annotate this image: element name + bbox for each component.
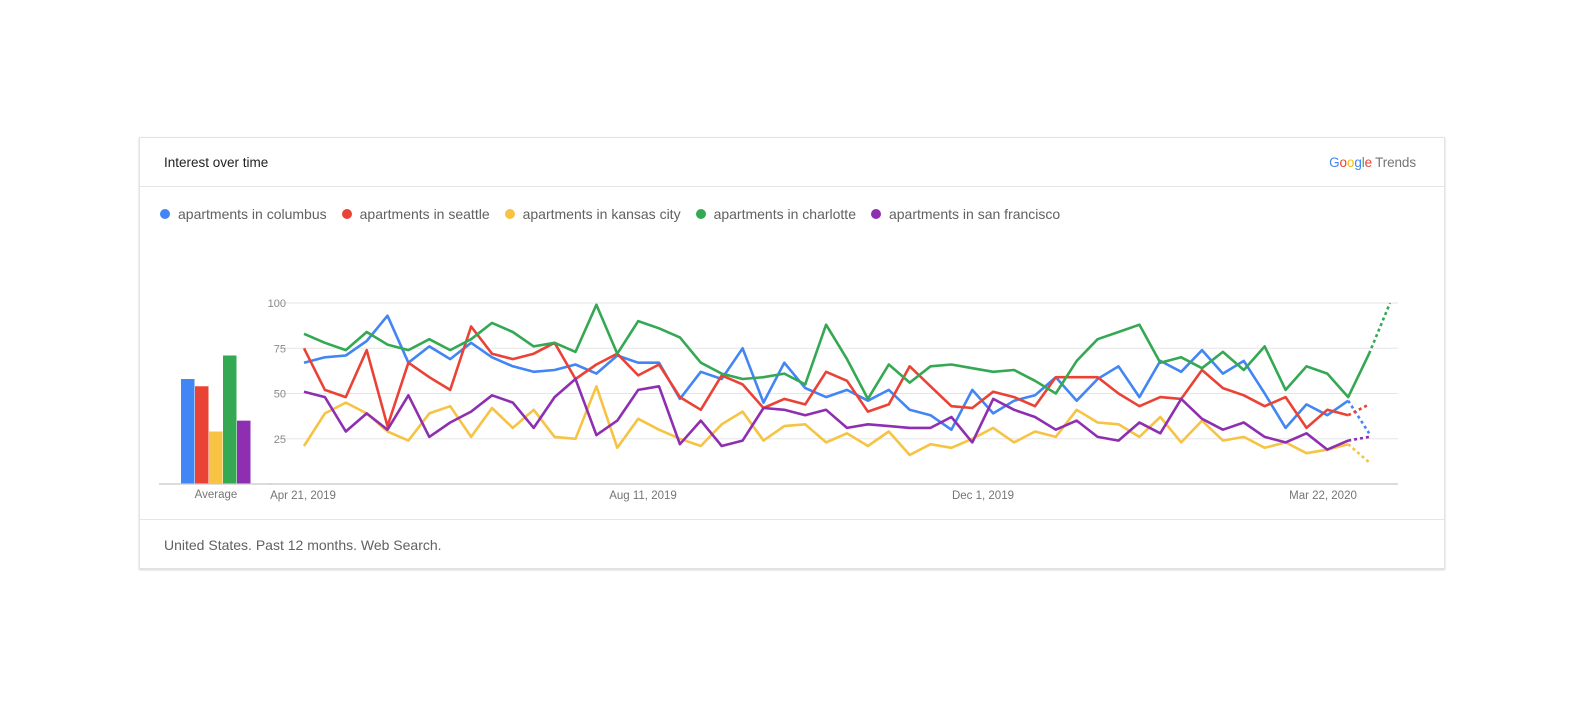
y-tick-label: 100	[268, 298, 286, 310]
card-title: Interest over time	[164, 155, 269, 170]
x-tick-label: Apr 21, 2019	[270, 490, 336, 502]
y-tick-label: 75	[274, 343, 286, 355]
legend-dot-icon	[870, 209, 881, 219]
legend-dot-icon	[504, 209, 515, 219]
legend-label: apartments in columbus	[178, 206, 327, 222]
series-line-1	[302, 325, 1349, 430]
legend-item-4[interactable]: apartments in san francisco	[870, 206, 1061, 222]
legend-item-0[interactable]: apartments in columbus	[160, 206, 327, 222]
series-partial-1	[1347, 403, 1370, 417]
average-bar-3	[223, 355, 237, 484]
chart-legend: apartments in columbus apartments in seat…	[160, 204, 1075, 224]
x-tick-label: Mar 22, 2020	[1289, 490, 1357, 502]
series-line-4	[303, 377, 1349, 451]
legend-dot-icon	[160, 209, 170, 219]
series-line-2	[302, 385, 1349, 457]
legend-item-3[interactable]: apartments in charlotte	[695, 206, 856, 222]
legend-label: apartments in seattle	[359, 206, 490, 222]
average-bar-2	[209, 431, 223, 484]
average-label: Average	[195, 489, 238, 501]
card-footer: United States. Past 12 months. Web Searc…	[140, 519, 1444, 568]
interest-over-time-card: Interest over time Google Trends apartmen…	[139, 137, 1445, 569]
legend-label: apartments in charlotte	[713, 206, 856, 222]
series-line-3	[303, 303, 1371, 401]
google-trends-logo[interactable]: Google Trends	[1329, 155, 1416, 170]
average-bar-0	[181, 379, 195, 484]
x-tick-label: Aug 11, 2019	[609, 490, 677, 502]
average-bar-1	[195, 386, 209, 484]
legend-label: apartments in san francisco	[888, 206, 1061, 222]
footer-description: United States. Past 12 months. Web Searc…	[164, 537, 442, 553]
interest-chart: 25 50 75 100 Apr 21, 2019 Aug 11, 2019 Dec 1, …	[159, 298, 1398, 502]
series-partial-2	[1347, 443, 1370, 464]
legend-label: apartments in kansas city	[522, 206, 681, 222]
legend-item-2[interactable]: apartments in kansas city	[504, 206, 681, 222]
series-partial-3	[1367, 302, 1392, 355]
series-line-0	[303, 314, 1349, 431]
legend-item-1[interactable]: apartments in seattle	[341, 206, 490, 222]
average-bar-4	[237, 420, 251, 484]
y-tick-label: 50	[274, 389, 286, 401]
series-partial-0	[1347, 399, 1371, 435]
y-tick-label: 25	[274, 434, 286, 446]
x-tick-label: Dec 1, 2019	[952, 490, 1014, 502]
card-header: Interest over time Google Trends	[140, 138, 1444, 187]
legend-dot-icon	[341, 209, 352, 219]
legend-dot-icon	[695, 209, 706, 219]
